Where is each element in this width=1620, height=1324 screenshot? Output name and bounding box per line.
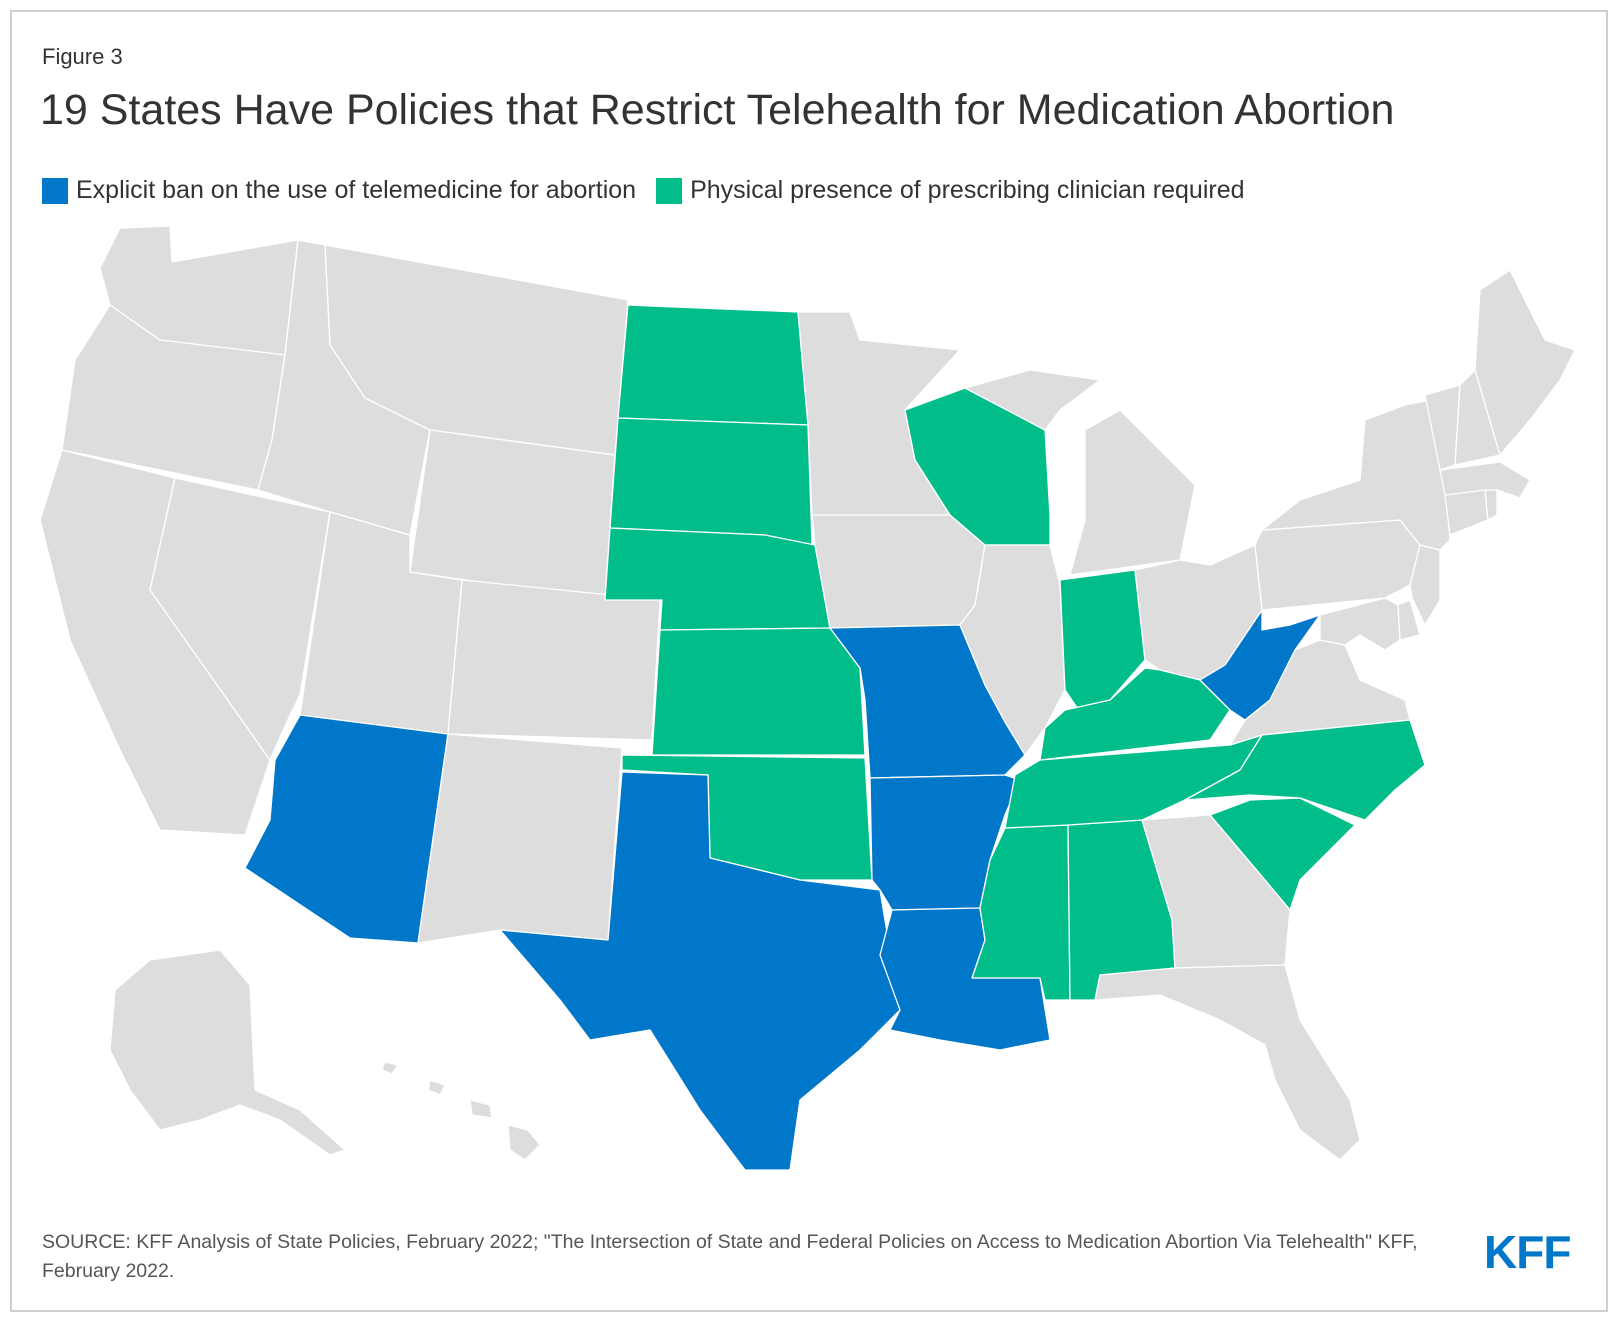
kff-logo: KFF [1484, 1228, 1571, 1272]
state-md[interactable] [1319, 597, 1401, 651]
state-pa[interactable] [1254, 519, 1421, 611]
source-note: SOURCE: KFF Analysis of State Policies, … [42, 1231, 1418, 1282]
state-fl[interactable] [1094, 964, 1361, 1161]
state-ky[interactable] [1039, 667, 1231, 761]
legend-label-ban: Explicit ban on the use of telemedicine … [76, 176, 637, 204]
figure-frame [10, 10, 1608, 1312]
state-ia[interactable] [811, 514, 986, 629]
state-sd[interactable] [609, 417, 813, 546]
state-nc[interactable] [1184, 719, 1426, 821]
state-va[interactable] [1229, 639, 1411, 746]
state-ks[interactable] [651, 627, 866, 756]
state-ga[interactable] [1141, 814, 1291, 969]
legend-item-ban: Explicit ban on the use of telemedicine … [42, 176, 636, 205]
legend-swatch-presence [656, 177, 683, 204]
state-nj[interactable] [1409, 544, 1441, 626]
state-wy[interactable] [409, 429, 616, 601]
state-il[interactable] [959, 544, 1066, 756]
figure-label: Figure 3 [42, 44, 123, 69]
state-ma[interactable] [1439, 461, 1531, 499]
state-de[interactable] [1397, 599, 1421, 641]
state-ct[interactable] [1444, 489, 1489, 536]
state-tx[interactable] [499, 771, 901, 1171]
kff-logo-text: KFF [1484, 1228, 1570, 1272]
legend-item-presence: Physical presence of prescribing clinici… [656, 176, 1245, 205]
page-title: 19 States Have Policies that Restrict Te… [40, 86, 1395, 134]
legend-swatch-ban [42, 177, 68, 204]
state-me[interactable] [1474, 269, 1576, 456]
state-co[interactable] [447, 579, 661, 741]
state-mi[interactable] [964, 369, 1196, 576]
state-hi[interactable] [381, 1061, 541, 1161]
legend-label-presence: Physical presence of prescribing clinici… [690, 176, 1245, 204]
state-ak[interactable] [109, 949, 346, 1156]
legend: Explicit ban on the use of telemedicine … [42, 176, 1265, 205]
state-nm[interactable] [417, 733, 623, 944]
state-nd[interactable] [617, 304, 809, 426]
